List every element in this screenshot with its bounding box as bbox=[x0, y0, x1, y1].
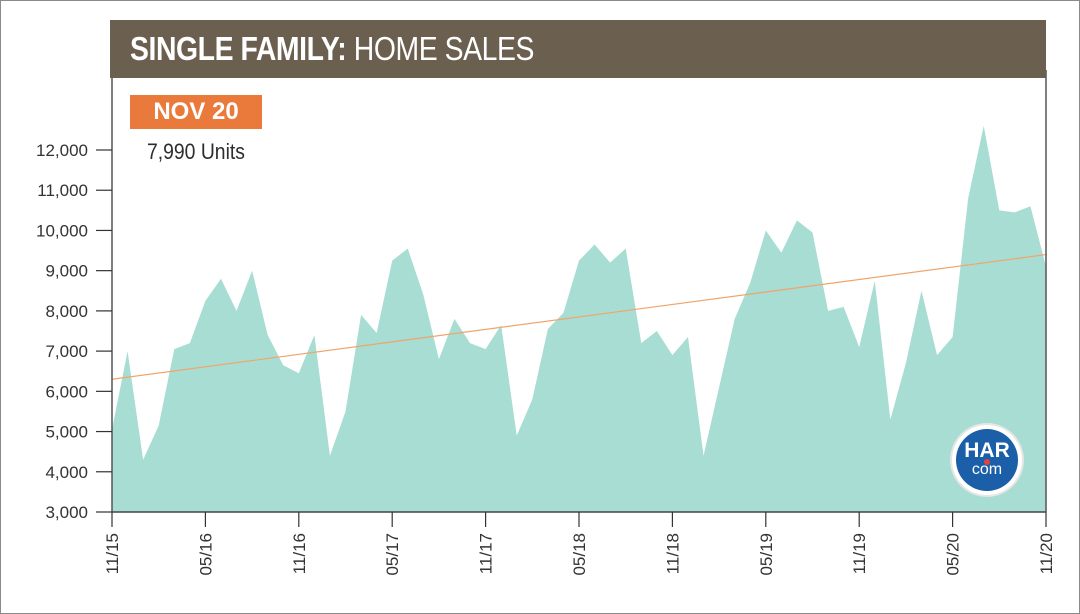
x-tick-label: 05/18 bbox=[570, 533, 589, 576]
x-tick-label: 11/15 bbox=[103, 533, 122, 574]
logo-text-top: HAR bbox=[964, 439, 1010, 462]
y-tick-label: 10,000 bbox=[36, 221, 88, 240]
y-tick-label: 3,000 bbox=[45, 503, 88, 522]
y-tick-label: 11,000 bbox=[37, 181, 88, 200]
x-axis: 11/15 05/16 11/16 05/17 11/17 05/18 11/18 05/19… bbox=[103, 512, 1056, 576]
x-tick-label: 11/16 bbox=[290, 533, 309, 574]
trend-line bbox=[111, 253, 1047, 380]
y-tick-label: 5,000 bbox=[45, 423, 88, 442]
y-tick-label: 8,000 bbox=[45, 302, 88, 321]
chart-title-rest: HOME SALES bbox=[346, 30, 535, 67]
y-tick-label: 7,000 bbox=[45, 342, 88, 361]
title-bar: SINGLE FAMILY: HOME SALES bbox=[110, 20, 1046, 78]
logo-dot-icon bbox=[984, 459, 990, 465]
x-tick-label: 05/19 bbox=[757, 533, 776, 576]
chart-title-bold: SINGLE FAMILY: bbox=[130, 30, 347, 67]
sales-area bbox=[112, 125, 1046, 513]
har-logo-circle: HAR com bbox=[956, 429, 1018, 491]
logo-text-bottom: com bbox=[971, 461, 1003, 478]
y-tick-label: 12,000 bbox=[36, 141, 88, 160]
har-logo: HAR com bbox=[952, 425, 1022, 495]
chart-title: SINGLE FAMILY: HOME SALES bbox=[130, 30, 534, 68]
x-tick-label: 11/19 bbox=[850, 533, 869, 574]
x-tick-label: 11/17 bbox=[477, 533, 496, 574]
y-tick-label: 9,000 bbox=[45, 262, 88, 281]
month-badge: NOV 20 bbox=[130, 95, 262, 129]
x-tick-label: 05/20 bbox=[944, 533, 963, 576]
x-tick-label: 11/18 bbox=[663, 533, 682, 574]
y-tick-label: 4,000 bbox=[45, 463, 88, 482]
x-tick-label: 05/17 bbox=[383, 533, 402, 576]
area-layer bbox=[112, 125, 1046, 513]
x-tick-label: 11/20 bbox=[1037, 533, 1056, 574]
x-tick-label: 05/16 bbox=[196, 533, 215, 576]
units-text: 7,990 Units bbox=[147, 139, 245, 164]
y-axis: 3,000 4,000 5,000 6,000 7,000 8,000 9,000 10,00… bbox=[36, 141, 112, 522]
trend-layer bbox=[111, 253, 1047, 380]
y-tick-label: 6,000 bbox=[45, 382, 88, 401]
